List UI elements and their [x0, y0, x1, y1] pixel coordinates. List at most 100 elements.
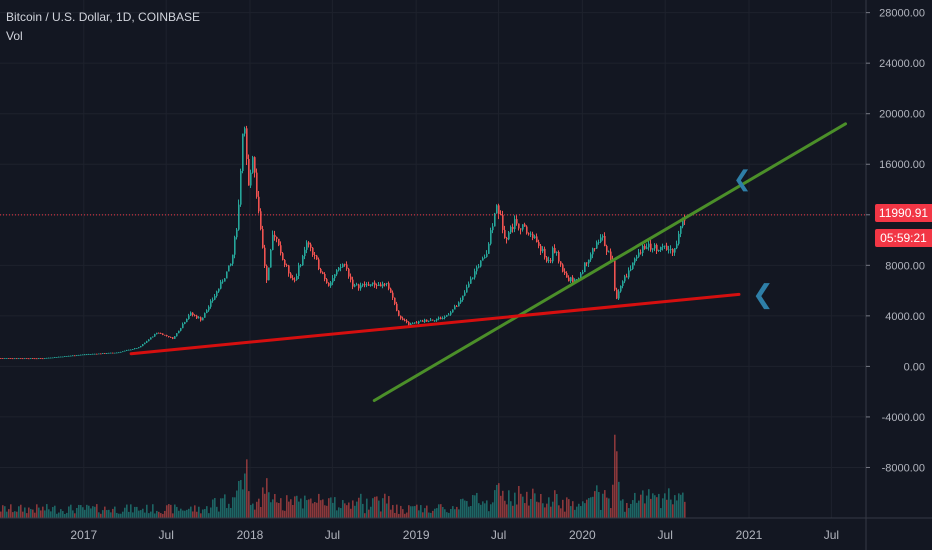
- volume-bar: [180, 508, 182, 518]
- volume-bar: [682, 492, 684, 518]
- candle-body: [114, 352, 116, 354]
- volume-bar: [310, 498, 312, 518]
- candle-body: [18, 358, 20, 360]
- candle-body: [336, 270, 338, 275]
- candle-body: [358, 284, 360, 289]
- volume-bar: [628, 508, 630, 518]
- candle-body: [608, 251, 610, 253]
- volume-bar: [36, 504, 38, 518]
- volume-bar: [458, 509, 460, 518]
- volume-bar: [132, 512, 134, 518]
- candle-body: [298, 265, 300, 276]
- candle-body: [622, 281, 624, 286]
- volume-bar: [136, 506, 138, 518]
- volume-bar: [24, 507, 26, 518]
- candle-body: [166, 335, 168, 337]
- volume-bar: [70, 504, 72, 518]
- volume-bar: [92, 506, 94, 518]
- candle-body: [100, 353, 102, 355]
- candle-body: [152, 336, 154, 338]
- volume-bar: [668, 488, 670, 518]
- candle-body: [392, 292, 394, 298]
- volume-bar: [650, 498, 652, 518]
- candle-body: [412, 323, 414, 325]
- candle-body: [526, 226, 528, 234]
- candle-body: [342, 264, 344, 268]
- volume-bar: [184, 510, 186, 518]
- candle-body: [434, 320, 436, 322]
- candle-body: [658, 250, 660, 252]
- candle-body: [678, 233, 680, 244]
- volume-bar: [352, 500, 354, 518]
- x-tick-label: Jul: [491, 528, 506, 542]
- volume-bar: [460, 499, 462, 518]
- volume-bar: [590, 497, 592, 518]
- volume-bar: [76, 507, 78, 518]
- x-tick-label: Jul: [159, 528, 174, 542]
- candle-body: [148, 339, 150, 342]
- volume-bar: [322, 499, 324, 518]
- candle-body: [288, 265, 290, 274]
- candle-body: [54, 357, 56, 358]
- volume-bar: [644, 503, 646, 518]
- volume-bar: [684, 501, 686, 518]
- candle-body: [62, 356, 64, 358]
- candle-body: [206, 310, 208, 314]
- volume-bar: [148, 513, 150, 518]
- candle-body: [270, 249, 272, 268]
- candle-body: [394, 297, 396, 304]
- volume-bar: [406, 512, 408, 518]
- candle-body: [204, 313, 206, 318]
- volume-bar: [130, 504, 132, 518]
- volume-bar: [62, 511, 64, 518]
- volume-bar: [412, 506, 414, 518]
- volume-bar: [294, 496, 296, 518]
- volume-bar: [464, 500, 466, 518]
- candle-body: [418, 321, 420, 324]
- volume-bar: [444, 509, 446, 518]
- candle-body: [562, 264, 564, 272]
- candle-body: [108, 352, 110, 354]
- candle-body: [310, 244, 312, 248]
- volume-bar: [388, 496, 390, 518]
- candle-body: [40, 358, 42, 359]
- candle-body: [74, 355, 76, 357]
- candle-body: [560, 261, 562, 265]
- volume-bar: [544, 507, 546, 518]
- candle-body: [486, 253, 488, 257]
- volume-bar: [78, 504, 80, 518]
- candle-body: [130, 349, 132, 351]
- candle-body: [142, 344, 144, 347]
- candle-body: [184, 322, 186, 324]
- volume-bar: [610, 508, 612, 518]
- volume-bar: [558, 505, 560, 518]
- volume-bar: [426, 505, 428, 518]
- candle-body: [520, 228, 522, 230]
- volume-bar: [250, 504, 252, 518]
- candle-body: [484, 256, 486, 259]
- candle-body: [424, 319, 426, 322]
- y-tick-label: 24000.00: [879, 58, 925, 70]
- volume-bar: [554, 490, 556, 518]
- candle-body: [510, 226, 512, 233]
- candle-body: [220, 281, 222, 289]
- volume-bar: [22, 511, 24, 518]
- volume-bar: [116, 512, 118, 518]
- volume-bar: [596, 485, 598, 518]
- volume-bar: [10, 504, 12, 518]
- volume-bar: [284, 510, 286, 518]
- volume-bar: [126, 504, 128, 518]
- candle-body: [506, 237, 508, 240]
- candle-body: [650, 243, 652, 250]
- volume-bar: [306, 500, 308, 518]
- candle-body: [340, 267, 342, 268]
- candle-body: [524, 224, 526, 227]
- candle-body: [34, 358, 36, 360]
- volume-bar: [268, 492, 270, 518]
- volume-bar: [518, 486, 520, 518]
- candle-body: [120, 351, 122, 353]
- candle-body: [12, 358, 14, 360]
- volume-bar: [222, 498, 224, 518]
- volume-bar: [4, 506, 6, 518]
